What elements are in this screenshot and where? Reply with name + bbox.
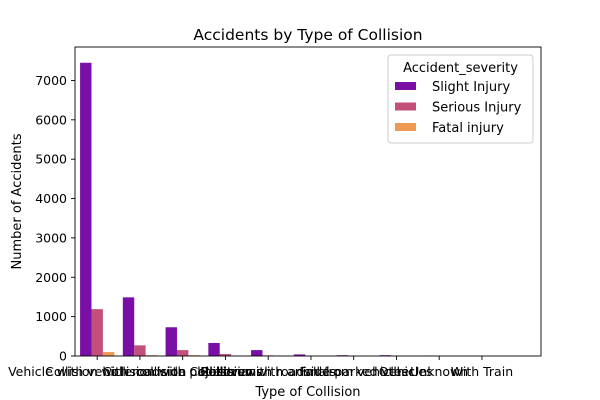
bar-slight-2 (165, 327, 177, 356)
bar-slight-4 (251, 350, 263, 356)
x-axis: Vehicle with vehicle collisionCollision … (8, 356, 513, 379)
legend-label: Fatal injury (432, 121, 504, 136)
bar-slight-1 (122, 297, 135, 356)
legend-swatch (395, 123, 416, 131)
y-tick-label: 7000 (35, 73, 67, 88)
x-tick-label: Unknown (410, 364, 468, 379)
y-tick-label: 6000 (35, 112, 67, 127)
bar-slight-0 (80, 62, 92, 356)
bar-serious-2 (176, 350, 189, 356)
y-tick-label: 5000 (35, 152, 67, 167)
x-axis-label: Type of Collision (254, 385, 360, 400)
legend-swatch (395, 82, 416, 90)
plot-frame (74, 46, 542, 357)
x-tick-label: Collision with roadside-parked vehicles (189, 364, 432, 379)
x-tick-label: Collision with animals (200, 364, 336, 379)
legend-items: Slight Injury Serious Injury Fatal injury (395, 80, 522, 136)
bar-fatal-0 (102, 352, 115, 356)
y-tick-label: 3000 (35, 230, 67, 245)
x-tick-label: Other (379, 364, 415, 379)
legend-title: Accident_severity (403, 61, 518, 76)
legend-label: Serious Injury (432, 101, 522, 116)
x-tick-label: Collision with roadside objects (45, 364, 235, 379)
legend-box (387, 54, 534, 144)
bar-serious-0 (91, 309, 103, 356)
chart-title: Accidents by Type of Collision (193, 26, 422, 44)
bar-serious-1 (134, 345, 146, 356)
x-tick-label: With Train (451, 364, 513, 379)
bar-slight-5 (293, 354, 306, 356)
y-axis: 0 1000 2000 3000 4000 5000 6000 7000 (35, 73, 75, 364)
bar-slight-3 (208, 343, 220, 356)
x-tick-label: Fall from vehicles (299, 364, 408, 379)
legend: Accident_severity Slight Injury Serious I… (387, 54, 534, 144)
y-tick-label: 1000 (35, 309, 67, 324)
x-tick-label: Rollover (200, 364, 251, 379)
y-tick-label: 0 (59, 349, 67, 364)
y-axis-label: Number of Accidents (10, 133, 25, 269)
bar-serious-3 (219, 354, 232, 356)
y-tick-label: 4000 (35, 191, 67, 206)
y-tick-label: 2000 (35, 270, 67, 285)
x-tick-label: Collision with pedestrians (103, 364, 263, 379)
legend-swatch (395, 102, 416, 111)
x-tick-label: Vehicle with vehicle collision (8, 364, 186, 379)
legend-label: Slight Injury (432, 80, 510, 95)
